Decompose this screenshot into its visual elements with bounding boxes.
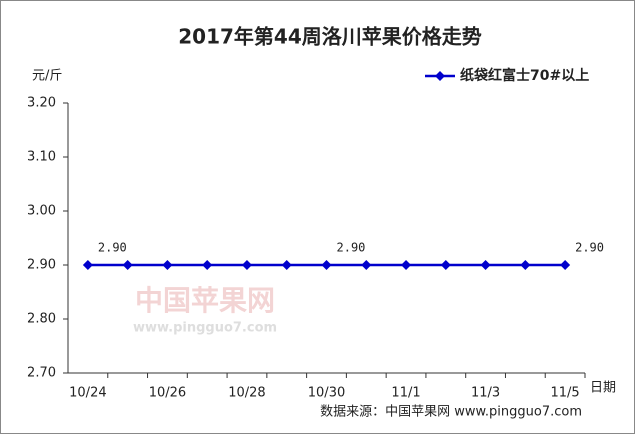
data-label: 2.90 [337,241,366,255]
point [560,260,571,270]
point [82,260,93,270]
x-tick-label: 11/3 [471,386,500,401]
point [401,260,412,270]
chart-title: 2017年第44周洛川苹果价格走势 [178,25,482,49]
y-tick-label: 2.80 [27,312,56,327]
data-label: 2.90 [575,241,604,255]
x-tick-label: 11/5 [551,386,580,401]
source: 数据来源：中国苹果网 www.pingguo7.com [320,405,582,420]
point [440,260,451,270]
x-tick-label: 10/26 [149,386,186,401]
point [122,260,133,270]
x-tick-label: 11/1 [391,386,420,401]
y-tick-label: 2.70 [27,366,56,381]
point [321,260,332,270]
x-tick-label: 10/30 [308,386,345,401]
x-tick-label: 10/28 [228,386,265,401]
point [361,260,372,270]
legend-marker [435,71,445,81]
point [281,260,292,270]
point [480,260,491,270]
data-label: 2.90 [98,241,127,255]
y-tick-label: 2.90 [27,258,56,273]
point [162,260,173,270]
watermark-name: 中国苹果网 [135,284,275,317]
point [520,260,531,270]
legend-label: 纸袋红富士70#以上 [460,67,589,84]
y-tick-label: 3.20 [27,96,56,111]
y-axis-label: 元/斤 [32,69,62,84]
x-axis-label: 日期 [590,381,616,396]
y-tick-label: 3.10 [27,150,56,165]
watermark-url: www.pingguo7.com [133,321,277,336]
x-tick-label: 10/24 [69,386,106,401]
point [241,260,252,270]
y-tick-label: 3.00 [27,204,56,219]
point [202,260,213,270]
